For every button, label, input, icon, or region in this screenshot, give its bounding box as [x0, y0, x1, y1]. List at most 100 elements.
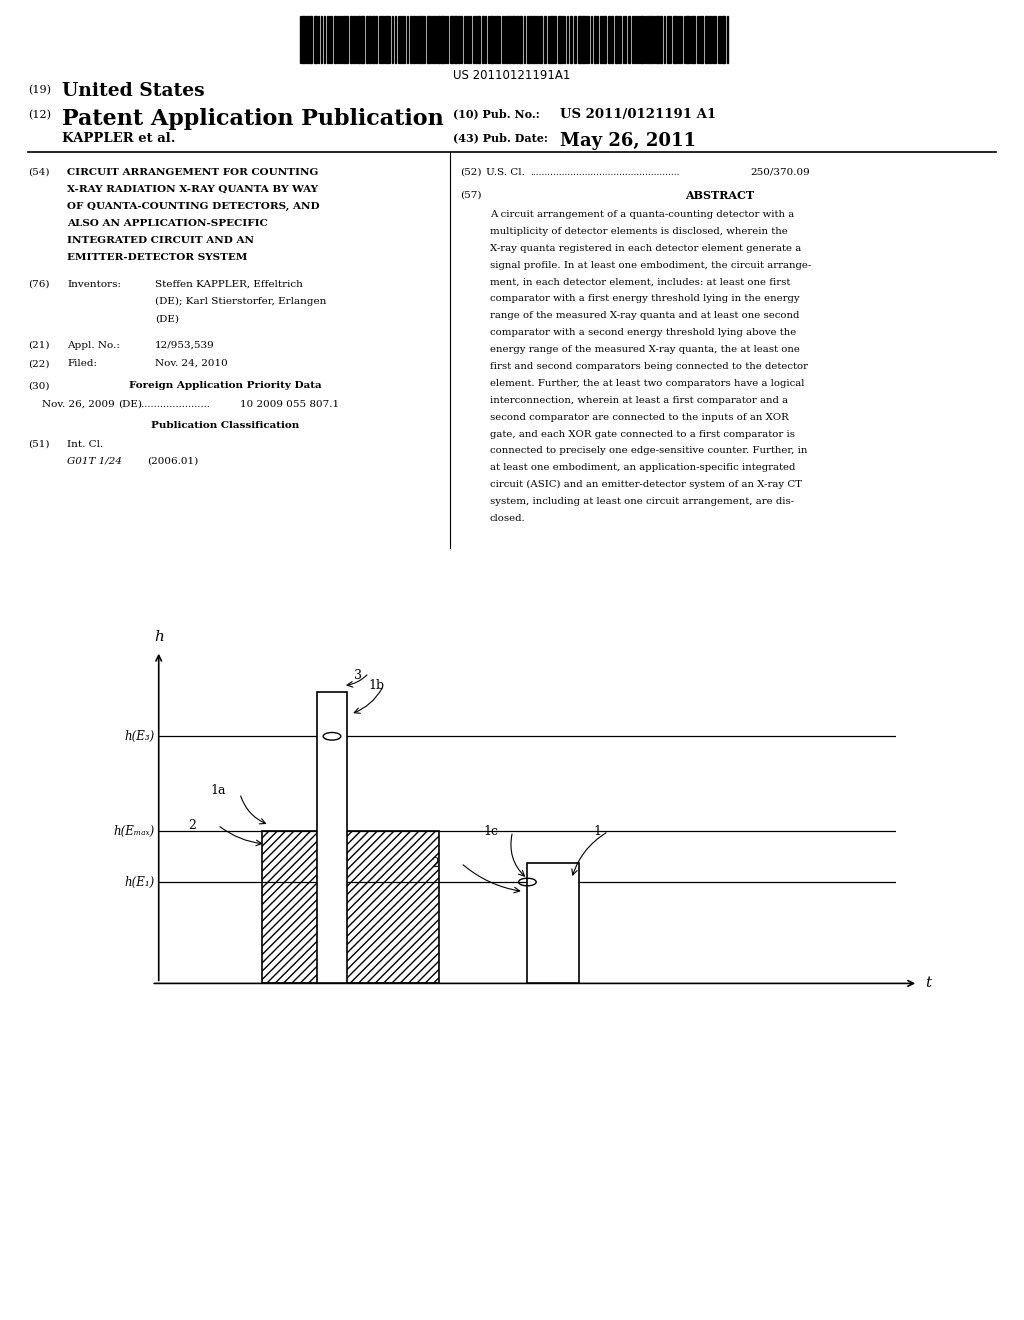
Text: ment, in each detector element, includes: at least one first: ment, in each detector element, includes…: [490, 277, 791, 286]
Bar: [530, 16, 532, 63]
Text: X-RAY RADIATION X-RAY QUANTA BY WAY: X-RAY RADIATION X-RAY QUANTA BY WAY: [67, 185, 318, 194]
Text: May 26, 2011: May 26, 2011: [560, 132, 696, 150]
Text: 250/370.09: 250/370.09: [750, 168, 810, 177]
Bar: [656, 16, 659, 63]
Text: interconnection, wherein at least a first comparator and a: interconnection, wherein at least a firs…: [490, 396, 788, 405]
Bar: [722, 16, 725, 63]
Text: (22): (22): [28, 359, 49, 368]
Bar: [482, 16, 484, 63]
Text: 1: 1: [594, 825, 602, 838]
Bar: [660, 16, 662, 63]
Bar: [527, 16, 529, 63]
Bar: [427, 16, 430, 63]
Text: 10 2009 055 807.1: 10 2009 055 807.1: [240, 400, 339, 409]
Text: (54): (54): [28, 168, 49, 177]
Bar: [433, 16, 435, 63]
Text: second comparator are connected to the inputs of an XOR: second comparator are connected to the i…: [490, 413, 788, 421]
Text: US 2011/0121191 A1: US 2011/0121191 A1: [560, 108, 716, 121]
Text: A circuit arrangement of a quanta-counting detector with a: A circuit arrangement of a quanta-counti…: [490, 210, 795, 219]
Bar: [578, 16, 581, 63]
Bar: [594, 16, 596, 63]
Text: G01T 1/24: G01T 1/24: [67, 457, 122, 466]
Bar: [640, 16, 643, 63]
Bar: [421, 16, 423, 63]
Bar: [519, 16, 522, 63]
Bar: [353, 16, 355, 63]
Text: comparator with a first energy threshold lying in the energy: comparator with a first energy threshold…: [490, 294, 800, 304]
Text: (12): (12): [28, 110, 51, 120]
Text: at least one embodiment, an application-specific integrated: at least one embodiment, an application-…: [490, 463, 796, 473]
Text: INTEGRATED CIRCUIT AND AN: INTEGRATED CIRCUIT AND AN: [67, 236, 254, 246]
Bar: [534, 16, 535, 63]
Text: Foreign Application Priority Data: Foreign Application Priority Data: [129, 381, 322, 391]
Bar: [262, 832, 439, 983]
Bar: [600, 16, 602, 63]
Text: (51): (51): [28, 440, 49, 449]
Text: Inventors:: Inventors:: [67, 280, 121, 289]
Bar: [550, 16, 553, 63]
Text: KAPPLER et al.: KAPPLER et al.: [62, 132, 175, 145]
Bar: [618, 16, 621, 63]
Text: X-ray quanta registered in each detector element generate a: X-ray quanta registered in each detector…: [490, 244, 801, 252]
Text: (76): (76): [28, 280, 49, 289]
Text: 3: 3: [354, 669, 362, 682]
Bar: [615, 16, 618, 63]
Bar: [418, 16, 420, 63]
Bar: [358, 16, 360, 63]
Text: 1c: 1c: [483, 825, 498, 838]
Text: (43) Pub. Date:: (43) Pub. Date:: [453, 132, 548, 143]
Text: h(E₁): h(E₁): [125, 875, 155, 888]
Bar: [574, 16, 575, 63]
Bar: [381, 16, 383, 63]
Bar: [628, 16, 630, 63]
Text: (57): (57): [460, 190, 481, 199]
Text: .......................: .......................: [138, 400, 210, 409]
Text: energy range of the measured X-ray quanta, the at least one: energy range of the measured X-ray quant…: [490, 345, 800, 354]
Text: U.S. Cl.: U.S. Cl.: [486, 168, 525, 177]
Bar: [262, 832, 439, 983]
Bar: [496, 16, 498, 63]
Text: (52): (52): [460, 168, 481, 177]
Text: system, including at least one circuit arrangement, are dis-: system, including at least one circuit a…: [490, 498, 795, 506]
Bar: [544, 16, 546, 63]
Text: multiplicity of detector elements is disclosed, wherein the: multiplicity of detector elements is dis…: [490, 227, 787, 236]
Text: circuit (ASIC) and an emitter-detector system of an X-ray CT: circuit (ASIC) and an emitter-detector s…: [490, 480, 802, 490]
Bar: [651, 16, 653, 63]
Text: Nov. 26, 2009: Nov. 26, 2009: [42, 400, 115, 409]
Bar: [509, 16, 511, 63]
Bar: [686, 16, 689, 63]
Text: (DE); Karl Stierstorfer, Erlangen: (DE); Karl Stierstorfer, Erlangen: [155, 297, 327, 306]
Bar: [438, 16, 440, 63]
Text: ALSO AN APPLICATION-SPECIFIC: ALSO AN APPLICATION-SPECIFIC: [67, 219, 267, 228]
Bar: [361, 16, 364, 63]
Bar: [582, 16, 585, 63]
Bar: [375, 16, 377, 63]
Bar: [372, 16, 374, 63]
Text: signal profile. In at least one embodiment, the circuit arrange-: signal profile. In at least one embodime…: [490, 260, 811, 269]
Text: Filed:: Filed:: [67, 359, 97, 368]
Bar: [705, 16, 708, 63]
Bar: [314, 16, 317, 63]
Text: 12/953,539: 12/953,539: [155, 341, 215, 350]
Text: 1a: 1a: [210, 784, 226, 797]
Text: ....................................................: ........................................…: [530, 168, 680, 177]
Bar: [527, 863, 579, 983]
Bar: [570, 16, 572, 63]
Text: comparator with a second energy threshold lying above the: comparator with a second energy threshol…: [490, 329, 797, 337]
Text: h(Eₘₐₓ): h(Eₘₐₓ): [114, 825, 155, 838]
Text: Steffen KAPPLER, Effeltrich: Steffen KAPPLER, Effeltrich: [155, 280, 303, 289]
Bar: [366, 16, 368, 63]
Text: first and second comparators being connected to the detector: first and second comparators being conne…: [490, 362, 808, 371]
Bar: [506, 16, 508, 63]
Text: h: h: [154, 631, 164, 644]
Bar: [450, 16, 453, 63]
Text: Publication Classification: Publication Classification: [151, 421, 299, 430]
Bar: [490, 16, 493, 63]
Text: Patent Application Publication: Patent Application Publication: [62, 108, 443, 131]
Text: range of the measured X-ray quanta and at least one second: range of the measured X-ray quanta and a…: [490, 312, 800, 321]
Text: 2: 2: [431, 857, 439, 870]
Text: Appl. No.:: Appl. No.:: [67, 341, 120, 350]
Bar: [302, 16, 305, 63]
Bar: [317, 692, 347, 983]
Text: t: t: [926, 977, 932, 990]
